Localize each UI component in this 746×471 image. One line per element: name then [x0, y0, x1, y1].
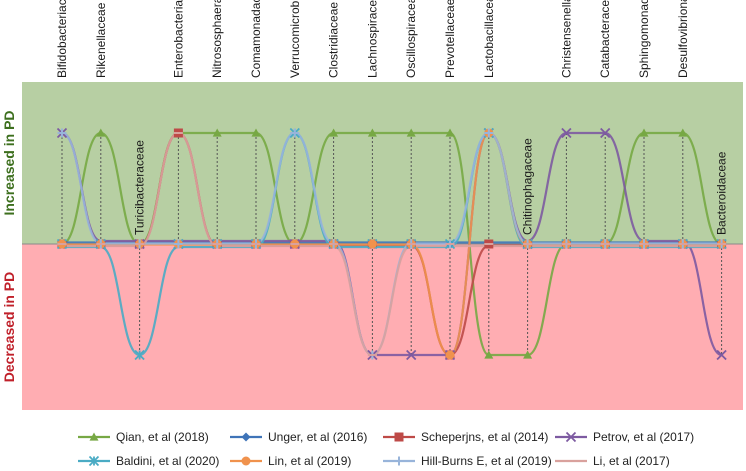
- legend-marker: [88, 455, 100, 467]
- series-marker: [367, 354, 377, 356]
- series-marker: [561, 243, 571, 245]
- series-marker: [445, 128, 455, 137]
- series-marker: [484, 243, 494, 245]
- legend-marker: [565, 431, 577, 443]
- legend-item: Li, et al (2017): [555, 454, 670, 468]
- series-marker: [445, 243, 455, 245]
- category-label: Catabacteraceae: [598, 0, 612, 78]
- legend-label: Petrov, et al (2017): [593, 430, 694, 444]
- category-label: Chitinophagaceae: [521, 138, 535, 235]
- legend-item: Qian, et al (2018): [78, 430, 209, 444]
- series-marker: [367, 239, 377, 249]
- series-marker: [484, 350, 494, 359]
- series-marker: [57, 128, 67, 138]
- series-marker: [523, 243, 533, 245]
- legend-marker: [241, 456, 251, 466]
- series-marker: [173, 239, 183, 249]
- series-marker: [134, 349, 145, 361]
- legend-label: Scheperjns, et al (2014): [421, 430, 548, 444]
- series-marker: [717, 243, 727, 245]
- legend-item: Baldini, et al (2020): [78, 454, 219, 468]
- series-marker: [329, 243, 339, 245]
- category-label: Oscillospiraceae: [404, 0, 418, 78]
- series-marker: [96, 243, 106, 245]
- category-label: Desulfovibrionaceae: [676, 0, 690, 78]
- category-label: Verrucomicrobiaceae: [288, 0, 302, 78]
- series-marker: [367, 128, 377, 137]
- series-marker: [406, 349, 417, 361]
- category-label: Bifidobacteriaceae: [55, 0, 69, 78]
- legend-item: Lin, et al (2019): [230, 454, 351, 468]
- legend-label: Li, et al (2017): [593, 454, 670, 468]
- series-marker: [639, 128, 649, 137]
- legend-item: Petrov, et al (2017): [555, 430, 694, 444]
- legend-label: Unger, et al (2016): [268, 430, 367, 444]
- legend-label: Baldini, et al (2020): [116, 454, 219, 468]
- category-label: Nitrososphaeraceae: [210, 0, 224, 78]
- series-marker: [600, 243, 610, 245]
- series-marker: [484, 128, 494, 138]
- series-marker: [678, 243, 688, 245]
- series-marker: [251, 243, 261, 245]
- series-marker: [212, 128, 222, 137]
- category-label: Rikenellaceae: [94, 2, 108, 78]
- series-marker: [678, 128, 688, 137]
- category-label: Prevotellaceae: [443, 0, 457, 78]
- increased-axis-label: Increased in PD: [1, 110, 17, 215]
- series-marker: [173, 132, 183, 134]
- legend-item: Unger, et al (2016): [230, 430, 367, 444]
- series-marker: [406, 243, 416, 245]
- series-marker: [523, 350, 533, 359]
- series-marker: [251, 128, 261, 137]
- series-marker: [135, 243, 145, 245]
- legend-label: Lin, et al (2019): [268, 454, 351, 468]
- legend-label: Qian, et al (2018): [116, 430, 209, 444]
- decreased-region: [22, 244, 743, 410]
- decreased-axis-label: Decreased in PD: [1, 272, 17, 383]
- legend-item: Hill-Burns E, et al (2019): [383, 454, 552, 468]
- guide-lines: [61, 133, 723, 355]
- legend-item: Scheperjns, et al (2014): [383, 430, 548, 444]
- series-marker: [600, 127, 611, 139]
- category-label: Sphingomonadaceae: [637, 0, 651, 78]
- series-marker: [290, 128, 300, 138]
- legend-marker: [241, 432, 251, 442]
- category-label: Enterobacteriaceae: [171, 0, 185, 78]
- category-label: Comamonadaceae: [249, 0, 263, 78]
- category-label: Turicibacteraceae: [133, 140, 147, 235]
- category-label: Clostridiaceae: [327, 2, 341, 78]
- category-labels: Bifidobacteriaceae Rikenellaceae Turicibac…: [55, 0, 729, 235]
- category-label: Christensenellaceae: [559, 0, 573, 78]
- series-markers: [56, 127, 727, 361]
- legend-marker: [566, 460, 576, 462]
- category-label: Bacteroidaceae: [715, 151, 729, 235]
- legend: Qian, et al (2018) Unger, et al (2016) Sch…: [78, 430, 694, 468]
- series-marker: [329, 128, 339, 137]
- category-label: Lachnospiraceae: [365, 0, 379, 78]
- series-marker: [96, 128, 106, 137]
- legend-marker: [394, 432, 404, 442]
- series-marker: [716, 349, 727, 361]
- series-marker: [561, 127, 572, 139]
- series-marker: [639, 243, 649, 245]
- series-marker: [212, 243, 222, 245]
- series-marker: [290, 243, 300, 245]
- series-marker: [406, 128, 416, 137]
- legend-marker: [89, 432, 99, 441]
- category-label: Lactobacillaceae: [482, 0, 496, 78]
- series-marker: [57, 243, 67, 245]
- series-marker: [445, 350, 455, 360]
- legend-marker: [394, 456, 404, 466]
- legend-label: Hill-Burns E, et al (2019): [421, 454, 552, 468]
- increased-region: [22, 82, 743, 244]
